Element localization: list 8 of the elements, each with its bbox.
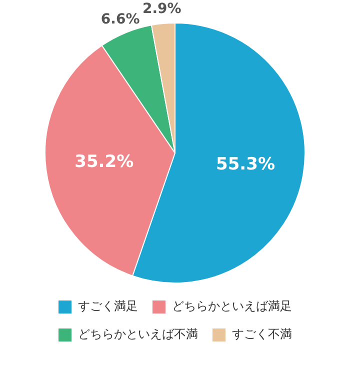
data-label: 55.3% xyxy=(216,154,276,174)
data-label: 6.6% xyxy=(100,11,140,28)
data-label: 35.2% xyxy=(74,152,134,172)
legend-label: すごく満足 xyxy=(78,299,138,314)
legend-label: どちらかといえば満足 xyxy=(172,299,292,314)
legend-label: どちらかといえば不満 xyxy=(78,327,198,342)
data-label: 2.9% xyxy=(142,1,182,18)
legend-label: すごく不満 xyxy=(232,327,292,342)
